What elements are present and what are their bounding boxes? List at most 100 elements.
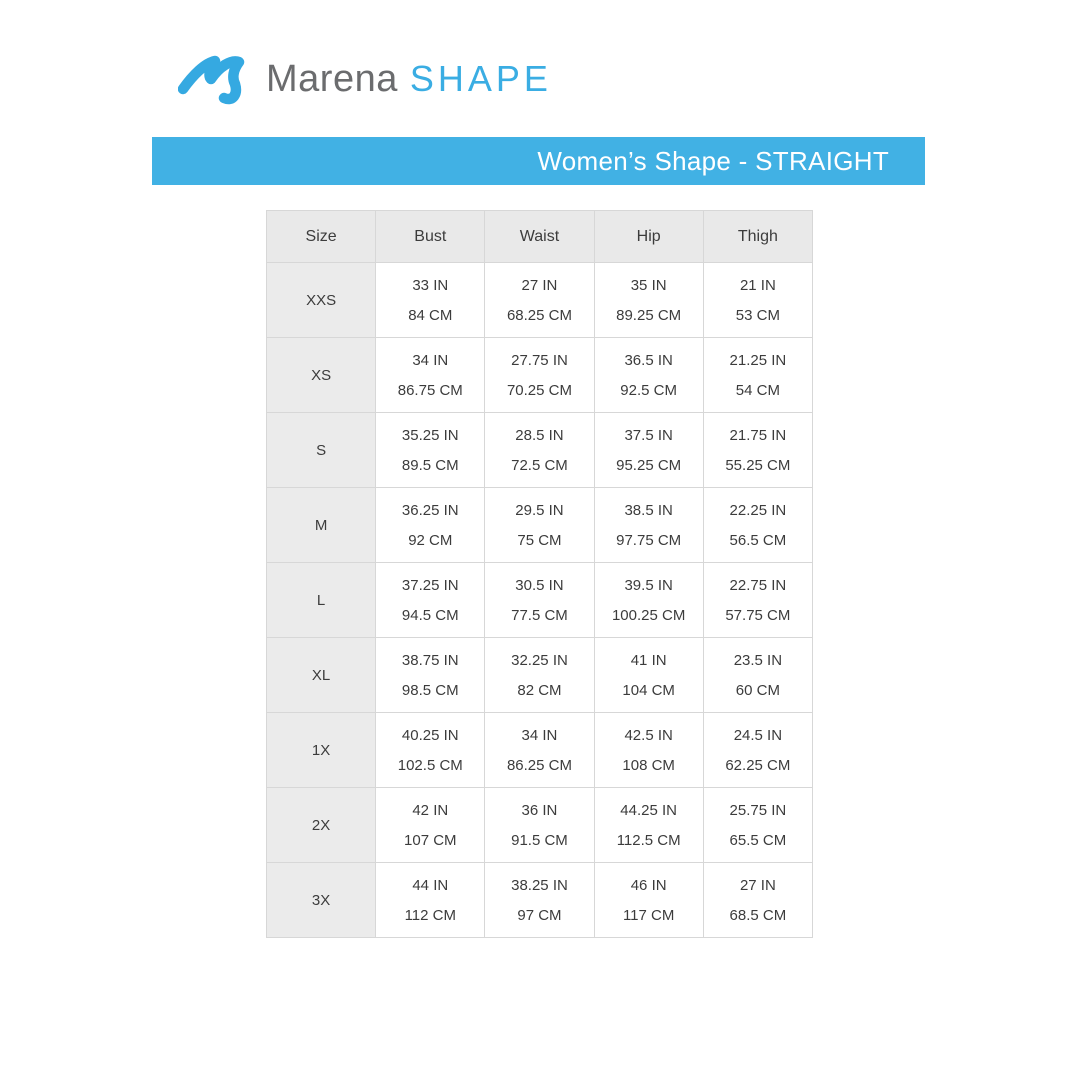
size-cell: M [265,487,377,563]
measurement-in: 42.5 IN [624,726,673,744]
hip-cell: 44.25 IN 112.5 CM [593,787,704,863]
measurement-cm: 94.5 CM [401,606,459,624]
measurement-in: 34 IN [412,351,449,369]
table-row-m: M 36.25 IN 92 CM 29.5 IN 75 CM 38.5 IN 9… [265,487,814,563]
bust-cell: 35.25 IN 89.5 CM [375,412,486,488]
thigh-cell: 22.25 IN 56.5 CM [702,487,814,563]
bust-cell: 44 IN 112 CM [375,862,486,938]
measurement-in: 30.5 IN [515,576,564,594]
measurement-in: 35.25 IN [401,426,459,444]
measurement-cm: 95.25 CM [616,456,682,474]
brand-name: Marena [266,57,398,100]
measurement-cm: 72.5 CM [511,456,568,474]
hip-cell: 36.5 IN 92.5 CM [593,337,704,413]
bust-cell: 40.25 IN 102.5 CM [375,712,486,788]
measurement-in: 27.75 IN [511,351,568,369]
bust-cell: 37.25 IN 94.5 CM [375,562,486,638]
bust-cell: 38.75 IN 98.5 CM [375,637,486,713]
column-header-thigh: Thigh [702,210,814,263]
measurement-in: 21 IN [739,276,776,294]
hip-cell: 46 IN 117 CM [593,862,704,938]
measurement-in: 38.25 IN [511,876,568,894]
table-row-l: L 37.25 IN 94.5 CM 30.5 IN 77.5 CM 39.5 … [265,562,814,638]
measurement-in: 39.5 IN [624,576,673,594]
measurement-in: 27 IN [739,876,776,894]
column-header-bust: Bust [375,210,486,263]
measurement-in: 46 IN [630,876,667,894]
measurement-in: 37.25 IN [401,576,459,594]
measurement-cm: 97 CM [517,906,562,924]
size-cell: 1X [265,712,377,788]
size-cell: 3X [265,862,377,938]
measurement-in: 44 IN [412,876,449,894]
measurement-cm: 60 CM [735,681,780,699]
measurement-cm: 82 CM [517,681,562,699]
thigh-cell: 21 IN 53 CM [702,262,814,338]
table-row-3x: 3X 44 IN 112 CM 38.25 IN 97 CM 46 IN 117… [265,862,814,938]
hip-cell: 42.5 IN 108 CM [593,712,704,788]
measurement-cm: 77.5 CM [511,606,568,624]
measurement-in: 38.5 IN [624,501,673,519]
brand-suffix: SHAPE [409,58,552,99]
measurement-in: 25.75 IN [729,801,787,819]
hip-cell: 35 IN 89.25 CM [593,262,704,338]
measurement-in: 42 IN [412,801,449,819]
size-cell: L [265,562,377,638]
waist-cell: 29.5 IN 75 CM [484,487,595,563]
measurement-in: 21.75 IN [729,426,787,444]
measurement-cm: 100.25 CM [611,606,686,624]
size-cell: XXS [265,262,377,338]
table-row-s: S 35.25 IN 89.5 CM 28.5 IN 72.5 CM 37.5 … [265,412,814,488]
bust-cell: 34 IN 86.75 CM [375,337,486,413]
measurement-in: 40.25 IN [401,726,459,744]
marena-swoosh-icon [177,52,254,106]
measurement-cm: 92 CM [408,531,453,549]
measurement-in: 44.25 IN [620,801,678,819]
measurement-in: 23.5 IN [733,651,783,669]
measurement-in: 32.25 IN [511,651,568,669]
bust-cell: 36.25 IN 92 CM [375,487,486,563]
measurement-cm: 53 CM [735,306,780,324]
measurement-in: 36 IN [521,801,558,819]
measurement-in: 38.75 IN [401,651,459,669]
table-row-2x: 2X 42 IN 107 CM 36 IN 91.5 CM 44.25 IN 1… [265,787,814,863]
size-cell: XS [265,337,377,413]
measurement-cm: 84 CM [408,306,453,324]
header-row: Size Bust Waist Hip Thigh [265,210,814,263]
thigh-cell: 27 IN 68.5 CM [702,862,814,938]
waist-cell: 32.25 IN 82 CM [484,637,595,713]
waist-cell: 38.25 IN 97 CM [484,862,595,938]
thigh-cell: 25.75 IN 65.5 CM [702,787,814,863]
size-cell: 2X [265,787,377,863]
table-row-xl: XL 38.75 IN 98.5 CM 32.25 IN 82 CM 41 IN… [265,637,814,713]
measurement-cm: 112.5 CM [616,831,681,849]
measurement-cm: 75 CM [517,531,562,549]
measurement-cm: 68.25 CM [506,306,572,324]
waist-cell: 36 IN 91.5 CM [484,787,595,863]
measurement-in: 41 IN [630,651,667,669]
measurement-cm: 56.5 CM [729,531,787,549]
measurement-cm: 55.25 CM [725,456,791,474]
measurement-cm: 108 CM [622,756,675,774]
column-header-size: Size [265,210,377,263]
title-banner: Women’s Shape - STRAIGHT [152,137,925,185]
size-chart-table: Size Bust Waist Hip Thigh XXS 33 IN 84 C… [265,210,814,938]
measurement-in: 35 IN [630,276,667,294]
size-cell: XL [265,637,377,713]
hip-cell: 37.5 IN 95.25 CM [593,412,704,488]
measurement-cm: 117 CM [622,906,675,924]
measurement-in: 22.25 IN [729,501,787,519]
thigh-cell: 23.5 IN 60 CM [702,637,814,713]
measurement-in: 28.5 IN [515,426,564,444]
hip-cell: 41 IN 104 CM [593,637,704,713]
measurement-in: 37.5 IN [624,426,673,444]
waist-cell: 27.75 IN 70.25 CM [484,337,595,413]
bust-cell: 33 IN 84 CM [375,262,486,338]
measurement-cm: 91.5 CM [511,831,568,849]
waist-cell: 27 IN 68.25 CM [484,262,595,338]
waist-cell: 28.5 IN 72.5 CM [484,412,595,488]
measurement-cm: 97.75 CM [616,531,682,549]
measurement-cm: 86.75 CM [397,381,463,399]
measurement-cm: 54 CM [735,381,780,399]
